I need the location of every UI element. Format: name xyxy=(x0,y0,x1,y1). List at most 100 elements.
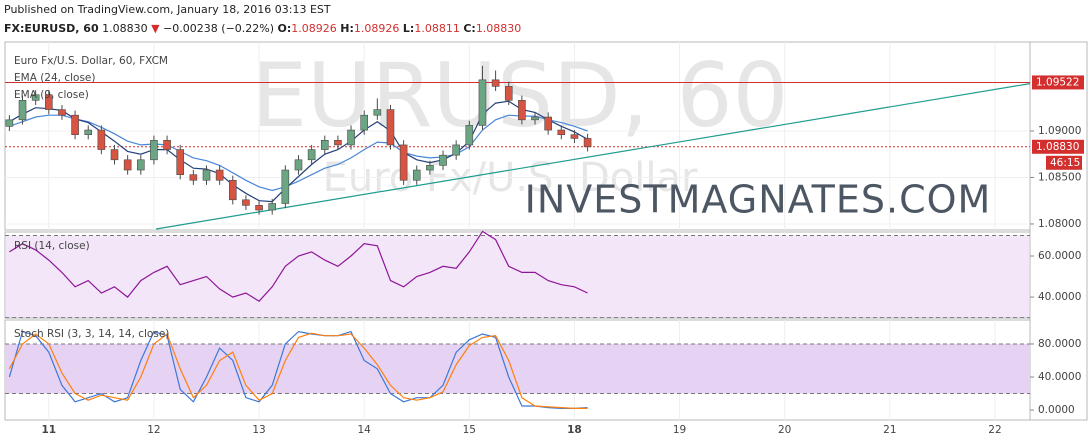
candle-body xyxy=(557,129,566,135)
last-price: 1.08830 xyxy=(102,22,148,35)
ohlc-value: 1.08926 xyxy=(291,22,337,35)
y-tick-label: 0.0000 xyxy=(1038,404,1075,416)
x-tick-label: 20 xyxy=(778,424,791,436)
x-tick-label: 12 xyxy=(147,424,160,436)
candle-body xyxy=(412,169,421,181)
candle-body xyxy=(347,129,355,146)
legend-title: Euro Fx/U.S. Dollar, 60, FXCM xyxy=(14,55,168,67)
candle-body xyxy=(465,125,474,146)
candle-body xyxy=(255,205,263,211)
ema-line xyxy=(9,114,588,192)
candle-body xyxy=(307,149,316,161)
candle-body xyxy=(176,149,185,175)
price-label-box xyxy=(1032,75,1084,90)
candle-body xyxy=(150,139,158,161)
ema-line xyxy=(9,100,588,203)
ohlc-value: 1.08926 xyxy=(353,22,400,35)
change: −0.00238 (−0.22%) xyxy=(163,22,275,35)
candle-body xyxy=(452,144,460,156)
price-label-box xyxy=(1032,139,1084,154)
candle-body xyxy=(518,99,526,121)
candle-body xyxy=(18,99,27,121)
legend-entry: EMA (9, close) xyxy=(14,89,89,101)
x-tick-label: 13 xyxy=(252,424,265,436)
candle-body xyxy=(439,154,447,166)
candle-body xyxy=(294,159,303,171)
ohlc: O:1.08926 H:1.08926 L:1.08811 C:1.08830 xyxy=(278,22,522,35)
y-tick-label: 1.08000 xyxy=(1038,218,1081,230)
candle-body xyxy=(426,165,434,171)
x-tick-label: 19 xyxy=(673,424,686,436)
candle-body xyxy=(97,129,106,150)
price-label: 1.09522 xyxy=(1036,76,1079,88)
candle-body xyxy=(5,119,14,127)
candle-body xyxy=(334,139,342,146)
y-tick-label: 1.09000 xyxy=(1038,125,1081,137)
candle-body xyxy=(373,109,382,116)
candle-body xyxy=(110,149,119,161)
candle-body xyxy=(544,116,552,131)
y-tick-label: 40.0000 xyxy=(1038,291,1081,303)
candle-body xyxy=(399,144,408,181)
overlay-brand: INVESTMAGNATES.COM xyxy=(525,178,992,222)
candle-body xyxy=(570,134,579,139)
ohlc-label: L: xyxy=(402,22,415,35)
candle-body xyxy=(320,139,329,150)
legend-title: RSI (14, close) xyxy=(14,240,90,252)
x-tick-label: 18 xyxy=(567,424,582,436)
candle-body xyxy=(504,86,513,101)
x-tick-label: 22 xyxy=(988,424,1001,436)
ohlc-value: 1.08811 xyxy=(414,22,460,35)
ohlc-label: O: xyxy=(277,22,292,35)
candle-body xyxy=(531,116,539,121)
band-fill xyxy=(6,235,1029,318)
watermark-symbol: EURUSD, 60 xyxy=(251,44,788,147)
price-label: 1.08830 xyxy=(1036,141,1079,153)
trendline xyxy=(156,83,1031,230)
panel-background xyxy=(4,41,1031,231)
watermark-description: Euro Fx/U.S. Dollar xyxy=(323,155,698,201)
candle-body xyxy=(268,203,277,211)
x-tick-label: 14 xyxy=(358,424,372,436)
x-tick-label: 21 xyxy=(883,424,896,436)
indicator-line xyxy=(8,332,588,409)
candle-body xyxy=(123,159,132,171)
candle-body xyxy=(189,174,198,181)
symbol-line: FX:EURUSD, 60 1.08830 ▼ −0.00238 (−0.22%… xyxy=(4,22,521,35)
candle-body xyxy=(136,159,145,171)
y-tick-label: 60.0000 xyxy=(1038,250,1081,262)
candle-body xyxy=(386,109,395,146)
candle-body xyxy=(478,79,487,126)
symbol: FX:EURUSD, 60 xyxy=(4,22,99,35)
candle-body xyxy=(228,179,237,201)
legend-entry: EMA (24, close) xyxy=(14,72,96,84)
indicator-line xyxy=(9,230,588,302)
candle-body xyxy=(45,94,53,110)
candle-body xyxy=(491,79,500,87)
ohlc-label: C: xyxy=(463,22,476,35)
candle-body xyxy=(31,94,40,101)
candle-body xyxy=(360,114,368,131)
x-tick-label: 11 xyxy=(41,424,56,436)
candle-body xyxy=(202,169,211,181)
candle-body xyxy=(215,169,224,181)
candle-body xyxy=(163,139,171,150)
candle-body xyxy=(281,169,290,204)
published-line: Published on TradingView.com, January 18… xyxy=(4,3,331,16)
legend-title: Stoch RSI (3, 3, 14, 14, close) xyxy=(14,328,169,340)
ohlc-value: 1.08830 xyxy=(475,22,522,35)
ohlc-label: H: xyxy=(340,22,354,35)
y-tick-label: 80.0000 xyxy=(1038,338,1081,350)
countdown: 46:15 xyxy=(1050,157,1080,169)
candle-body xyxy=(71,114,79,135)
x-tick-label: 15 xyxy=(463,424,476,436)
candle-body xyxy=(58,109,66,116)
candle-body xyxy=(242,199,250,206)
y-tick-label: 40.0000 xyxy=(1038,371,1081,383)
countdown-box xyxy=(1046,155,1082,170)
y-tick-label: 1.08500 xyxy=(1038,171,1081,183)
price-axis xyxy=(1029,41,1088,421)
change-arrow: ▼ xyxy=(151,22,160,35)
